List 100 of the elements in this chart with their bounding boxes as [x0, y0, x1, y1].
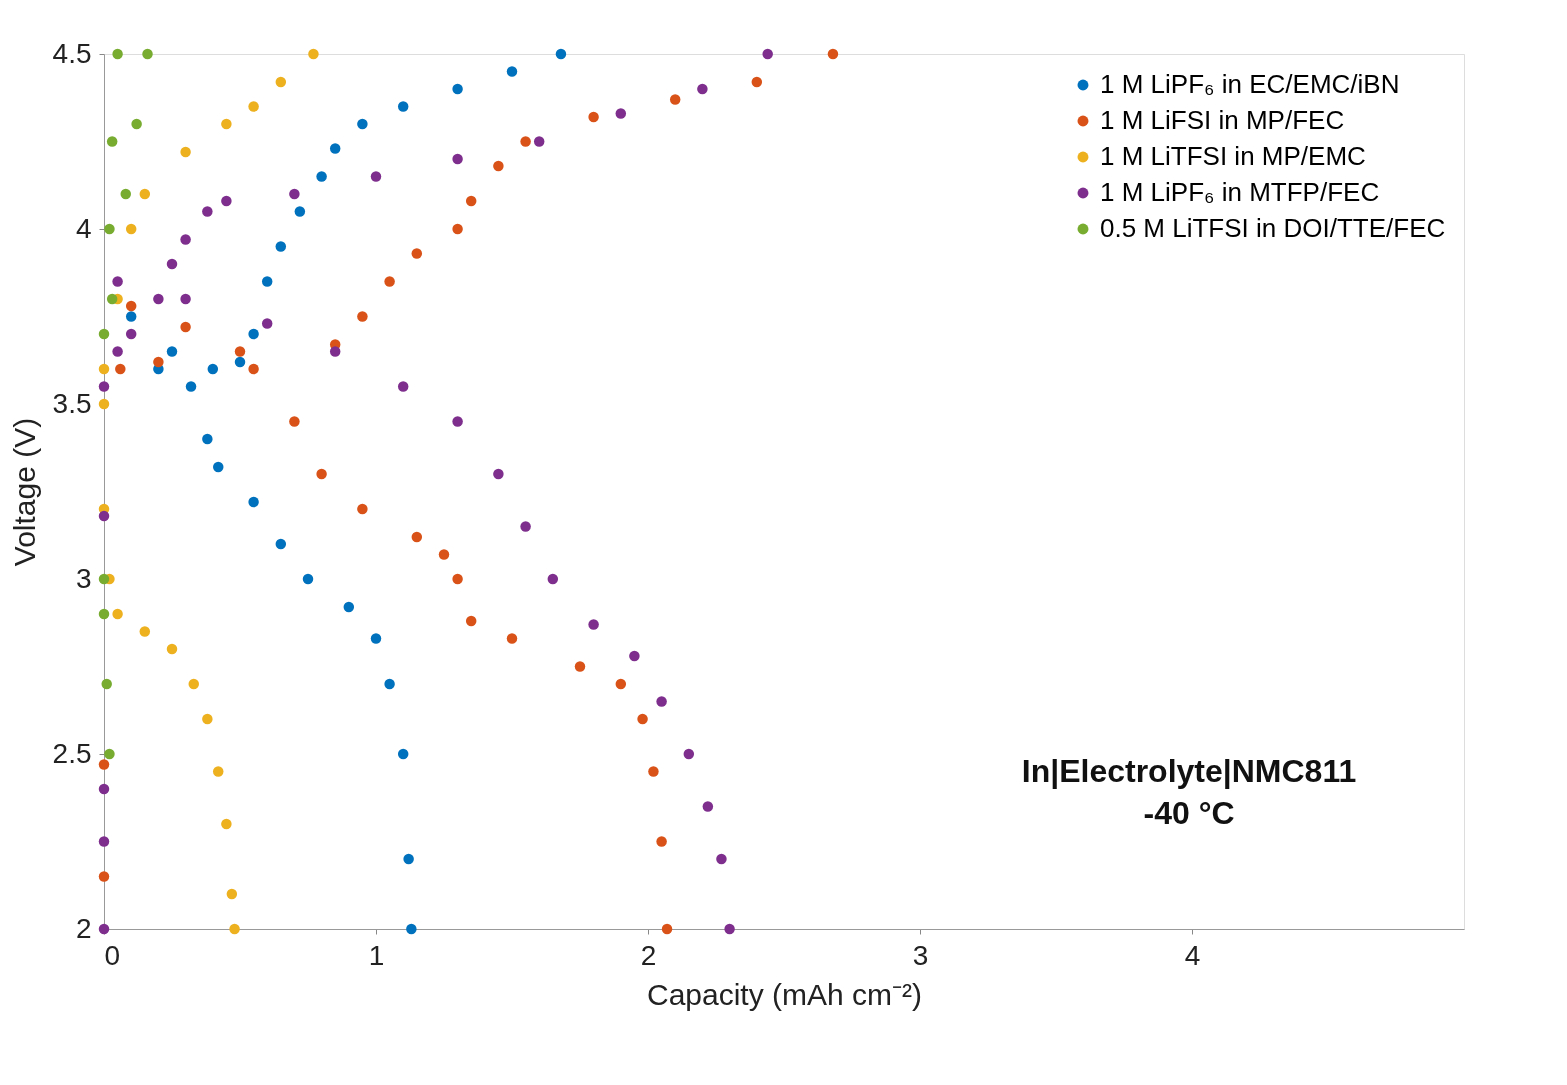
point — [343, 601, 355, 613]
y-tick-label: 4.5 — [52, 37, 92, 69]
point — [384, 678, 395, 690]
point — [588, 111, 599, 123]
point — [452, 573, 463, 585]
y-tick-label: 3 — [75, 562, 92, 594]
x-tick-label: 2 — [640, 939, 657, 971]
point — [98, 759, 110, 770]
point — [98, 510, 110, 522]
point — [702, 801, 714, 812]
point — [213, 766, 224, 777]
point — [112, 48, 123, 60]
point — [465, 195, 477, 207]
point — [221, 118, 232, 130]
point — [226, 888, 238, 900]
point — [125, 300, 137, 312]
point — [166, 643, 178, 655]
point — [101, 678, 112, 690]
point — [357, 311, 368, 322]
legend-label: 1 M LiFSI in MP/FEC — [1100, 105, 1345, 135]
point — [234, 356, 246, 368]
point — [329, 143, 341, 154]
point — [248, 496, 259, 508]
y-axis-title: Voltage (V) — [7, 417, 41, 567]
point — [153, 293, 164, 305]
point — [261, 318, 273, 329]
point — [716, 853, 727, 865]
point — [106, 293, 118, 305]
annotation: In|Electrolyte|NMC811 — [1021, 753, 1357, 789]
point — [403, 853, 414, 865]
point — [202, 206, 213, 217]
point — [827, 48, 839, 60]
point — [316, 171, 327, 182]
point — [397, 748, 409, 760]
point — [180, 321, 191, 333]
point — [370, 171, 382, 182]
point — [115, 363, 126, 375]
point — [125, 311, 137, 322]
point — [98, 398, 110, 410]
point — [555, 48, 567, 60]
point — [180, 293, 191, 305]
point — [751, 76, 763, 88]
point — [669, 94, 681, 105]
y-tick-label: 3.5 — [52, 387, 92, 419]
point — [142, 48, 153, 60]
point — [166, 346, 178, 357]
point — [506, 633, 518, 644]
point — [656, 836, 667, 847]
y-tick-label: 2.5 — [52, 737, 92, 769]
point — [261, 276, 273, 287]
point — [316, 468, 327, 480]
point — [98, 363, 110, 375]
point — [275, 538, 287, 550]
point — [221, 818, 232, 830]
x-tick-label: 4 — [1184, 939, 1201, 971]
point — [221, 195, 232, 207]
legend-label: 1 M LiPF₆ in EC/EMC/iBN — [1100, 69, 1400, 99]
point — [112, 608, 123, 620]
point — [98, 836, 110, 847]
point — [98, 783, 110, 795]
point — [661, 923, 673, 935]
point — [98, 381, 110, 392]
point — [248, 363, 259, 375]
point — [397, 381, 409, 392]
point — [438, 549, 450, 560]
point — [683, 748, 695, 760]
point — [329, 346, 341, 357]
point — [98, 871, 110, 882]
point — [234, 346, 246, 357]
point — [370, 633, 382, 644]
point — [229, 923, 240, 935]
point — [357, 503, 368, 515]
point — [98, 328, 110, 340]
point — [166, 258, 178, 270]
point — [125, 223, 137, 235]
point — [452, 153, 463, 165]
point — [520, 521, 531, 532]
point — [493, 468, 504, 480]
point — [180, 146, 191, 158]
point — [724, 923, 735, 935]
point — [411, 248, 423, 259]
point — [289, 416, 300, 427]
point — [452, 83, 463, 95]
x-axis-title: Capacity (mAh cm⁻²) — [646, 977, 923, 1011]
y-tick-label: 4 — [75, 212, 92, 244]
x-tick-label: 0 — [104, 939, 121, 971]
point — [294, 206, 306, 217]
point — [308, 48, 319, 60]
point — [302, 573, 314, 585]
point — [520, 136, 531, 147]
point — [648, 766, 659, 777]
point — [588, 619, 599, 630]
point — [762, 48, 773, 60]
point — [188, 678, 199, 690]
point — [411, 531, 423, 543]
point — [131, 118, 142, 130]
point — [112, 346, 123, 357]
legend-label: 1 M LiPF₆ in MTFP/FEC — [1100, 177, 1380, 207]
point — [98, 573, 110, 585]
point — [629, 650, 640, 662]
